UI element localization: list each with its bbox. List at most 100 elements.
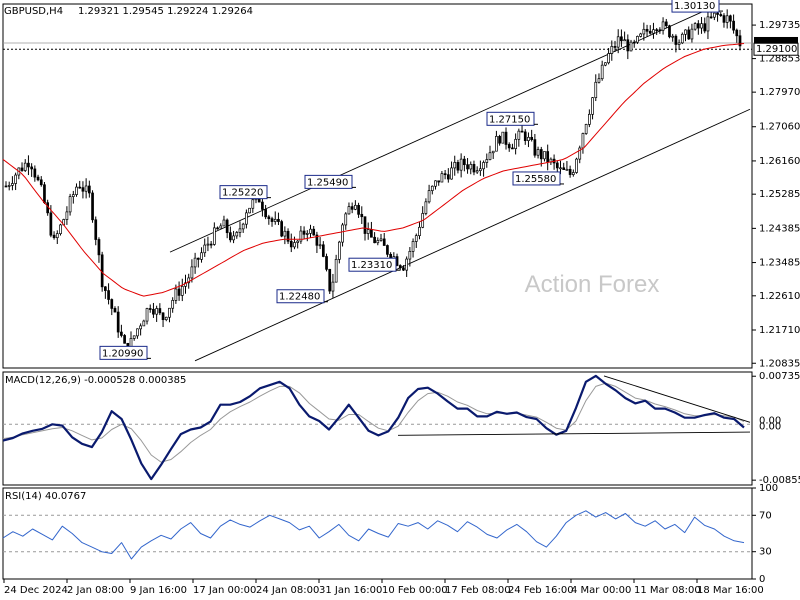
candle-body [280,221,284,237]
candle-body [328,268,332,292]
candle-body [738,35,742,47]
candle-body [571,172,575,175]
candle-body [610,46,614,54]
candle-body [466,164,469,170]
candle-body [59,224,62,235]
pivot-label: 1.20990 [102,348,143,359]
candle-body [607,53,610,64]
ohlc-readout: 1.29321 1.29545 1.29224 1.29264 [78,6,253,17]
candle-body [245,212,248,225]
x-tick-label: 11 Mar 08:00 [634,585,701,596]
y-tick-label: -0.008558 [759,475,800,486]
candle-body [588,113,591,125]
candle-body [75,186,78,195]
candle-body [655,29,659,32]
candle-body [626,39,630,52]
candle-body [152,308,155,315]
candle-body [184,282,187,287]
candle-body [11,183,14,186]
candle-body [94,219,98,240]
candle-body [411,241,415,252]
candle-body [491,150,495,154]
x-tick-label: 4 Mar 00:00 [571,585,631,596]
candle-body [517,130,521,140]
candle-body [180,285,184,296]
x-tick-label: 10 Feb 00:00 [382,585,448,596]
candle-body [453,162,457,169]
candle-body [84,185,88,192]
candle-body [97,239,101,256]
candle-body [645,28,649,32]
candle-body [78,186,82,189]
candle-body [709,16,713,19]
candle-body [158,308,162,314]
candle-body [562,167,566,170]
x-tick-label: 24 Dec 2024 [4,585,68,596]
candle-body [386,245,389,255]
pivot-label-box [512,171,561,186]
pivot-label-box [671,0,720,13]
candle-body [581,133,585,149]
candle-body [216,227,219,230]
candle-body [443,173,447,176]
horizontal-level-tag-text: 1.29100 [756,44,797,55]
candle-body [39,179,43,186]
x-tick-label: 17 Feb 08:00 [445,585,511,596]
pivot-label-box [219,185,268,200]
y-tick-label: 0.00 [759,421,781,432]
candle-body [251,199,255,209]
y-tick-label: 0.00 [759,415,781,426]
candle-body [427,190,431,203]
macd-trendline [397,431,751,436]
candle-body [664,21,668,27]
candle-body [600,64,604,80]
channel-upper-line [169,7,713,253]
candle-body [30,166,33,170]
candle-body [690,28,694,40]
candle-body [584,124,588,134]
candle-body [49,212,53,236]
y-tick-label: 30 [759,547,772,558]
pivot-label-box [348,257,397,272]
candle-body [533,139,537,156]
candle-body [555,162,559,169]
candle-body [527,136,530,141]
candle-body [514,138,517,149]
candle-body [446,174,450,180]
candle-body [402,267,405,271]
y-tick-label: 1.25285 [759,189,800,200]
pivot-label: 1.22480 [279,292,320,303]
candle-body [459,158,463,171]
candle-body [408,250,412,260]
pivot-label: 1.23310 [351,260,392,271]
candle-body [424,201,428,214]
candle-body [225,219,229,234]
candle-body [462,158,466,166]
candle-body [357,204,360,215]
candle-body [722,15,726,23]
candle-body [575,158,578,173]
candle-body [270,218,274,222]
candle-body [52,234,56,239]
candle-body [623,39,626,42]
pivot-label: 1.25490 [307,177,348,188]
moving-average-line [2,43,745,297]
pivot-label-box [486,111,535,126]
candle-body [296,240,300,243]
candle-body [472,164,476,173]
candle-body [206,243,210,246]
y-tick-label: 1.27970 [759,87,800,98]
candle-body [616,36,620,48]
pivot-label: 1.30130 [674,1,715,12]
watermark-text: Action Forex [525,271,660,298]
candle-body [379,238,383,241]
candle-body [684,29,687,35]
candle-body [315,234,319,246]
pivot-label: 1.27150 [489,114,530,125]
candle-body [700,23,703,29]
main-price-panel: 1.29735 1.28853 1.27970 1.27060 1.26160 1.252… [2,0,800,369]
candle-body [277,218,280,222]
candle-body [568,168,572,175]
candle-body [312,228,316,236]
candle-body [591,97,594,115]
